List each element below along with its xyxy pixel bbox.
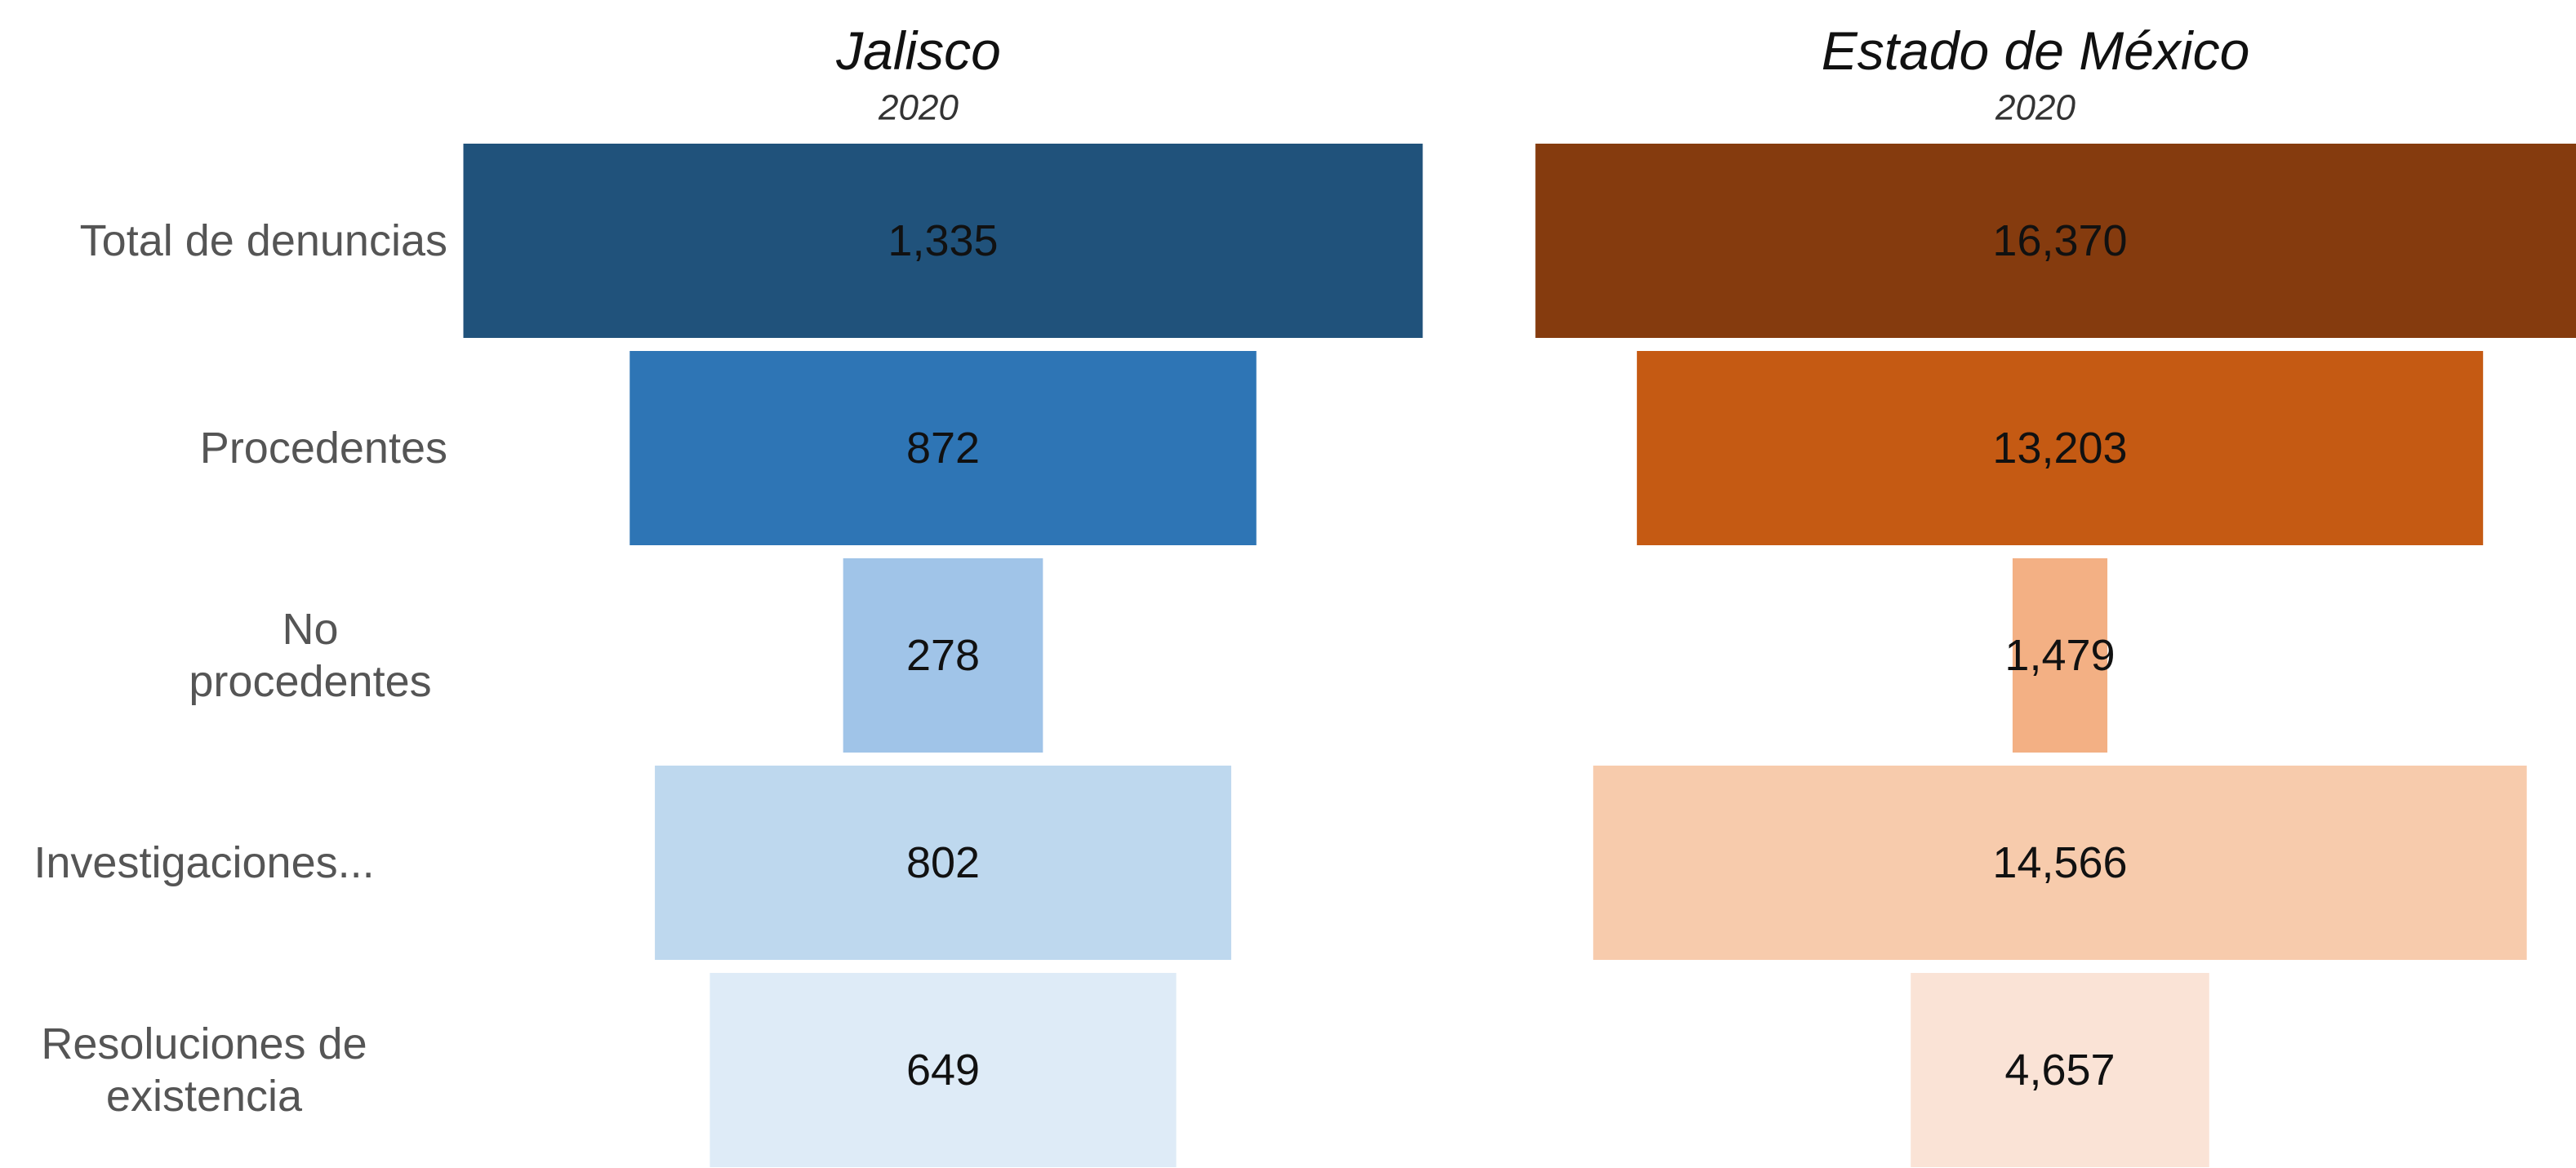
funnel-bar — [1593, 766, 2527, 960]
panel-subtitle: 2020 — [878, 88, 959, 128]
stage-label: procedentes — [189, 657, 431, 706]
data-label: 13,203 — [1992, 424, 2127, 473]
data-label: 649 — [906, 1046, 980, 1095]
funnel-bar — [1911, 973, 2209, 1167]
data-label: 802 — [906, 838, 980, 887]
data-label: 14,566 — [1992, 838, 2127, 887]
stage-label: Resoluciones de — [41, 1019, 367, 1068]
panel-title: Jalisco — [835, 20, 1001, 81]
stage-label: Total de denuncias — [80, 216, 447, 265]
stage-label: Procedentes — [200, 424, 447, 473]
data-label: 1,335 — [888, 216, 998, 265]
data-label: 872 — [906, 424, 980, 473]
stage-label: No — [282, 605, 338, 654]
funnel-bar — [1636, 351, 2484, 545]
data-label: 1,479 — [2004, 631, 2115, 680]
stage-label: existencia — [106, 1072, 303, 1121]
data-label: 16,370 — [1992, 216, 2127, 265]
data-label: 4,657 — [2004, 1046, 2115, 1095]
funnel-bar — [2012, 558, 2108, 753]
funnel-bar — [463, 144, 1423, 338]
data-label: 278 — [906, 631, 980, 680]
panel-subtitle: 2020 — [1995, 88, 2075, 128]
funnel-bar — [1535, 144, 2576, 338]
funnel-bar — [630, 351, 1257, 545]
stage-label: Investigaciones... — [33, 838, 374, 887]
funnel-bar — [710, 973, 1177, 1167]
panel-title: Estado de México — [1822, 20, 2250, 81]
funnel-bar — [843, 558, 1043, 753]
funnel-bar — [655, 766, 1231, 960]
